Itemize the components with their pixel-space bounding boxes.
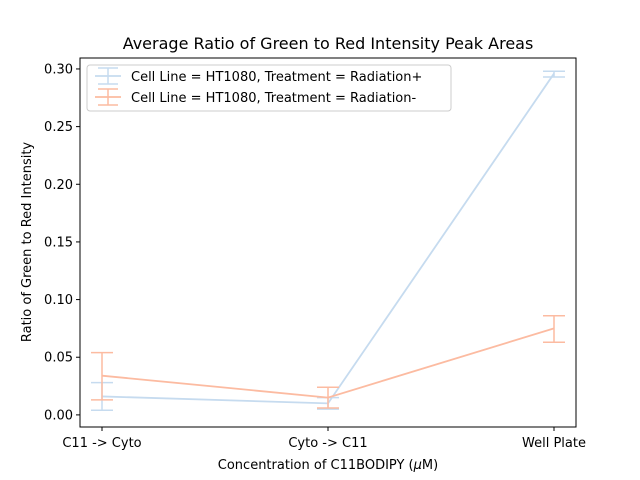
plot-frame (79, 57, 577, 428)
x-tick-label: C11 -> Cyto (62, 436, 141, 451)
y-axis-label: Ratio of Green to Red Intensity (20, 142, 35, 343)
legend: Cell Line = HT1080, Treatment = Radiatio… (86, 64, 452, 112)
legend-box (86, 64, 452, 112)
y-tick-label: 0.15 (44, 235, 73, 250)
legend-label-2: Cell Line = HT1080, Treatment = Radiatio… (131, 91, 416, 106)
x-axis-label: Concentration of C11BODIPY (μM) (218, 458, 438, 473)
chart-title: Average Ratio of Green to Red Intensity … (123, 34, 534, 53)
x-tick-label: Well Plate (522, 436, 586, 451)
y-tick-label: 0.10 (44, 293, 73, 308)
y-tick-label: 0.20 (44, 178, 73, 193)
x-tick-label: Cyto -> C11 (288, 436, 367, 451)
plot-area (91, 70, 565, 412)
y-tick-label: 0.00 (44, 408, 73, 423)
legend-label-1: Cell Line = HT1080, Treatment = Radiatio… (131, 70, 422, 85)
axes: 0.00 0.05 0.10 0.15 0.20 0.25 0.30 C11 -> Cyto C… (44, 62, 586, 451)
y-tick-label: 0.05 (44, 351, 73, 366)
y-tick-label: 0.30 (44, 62, 73, 77)
series-line-1 (101, 73, 555, 405)
y-tick-label: 0.25 (44, 120, 73, 135)
